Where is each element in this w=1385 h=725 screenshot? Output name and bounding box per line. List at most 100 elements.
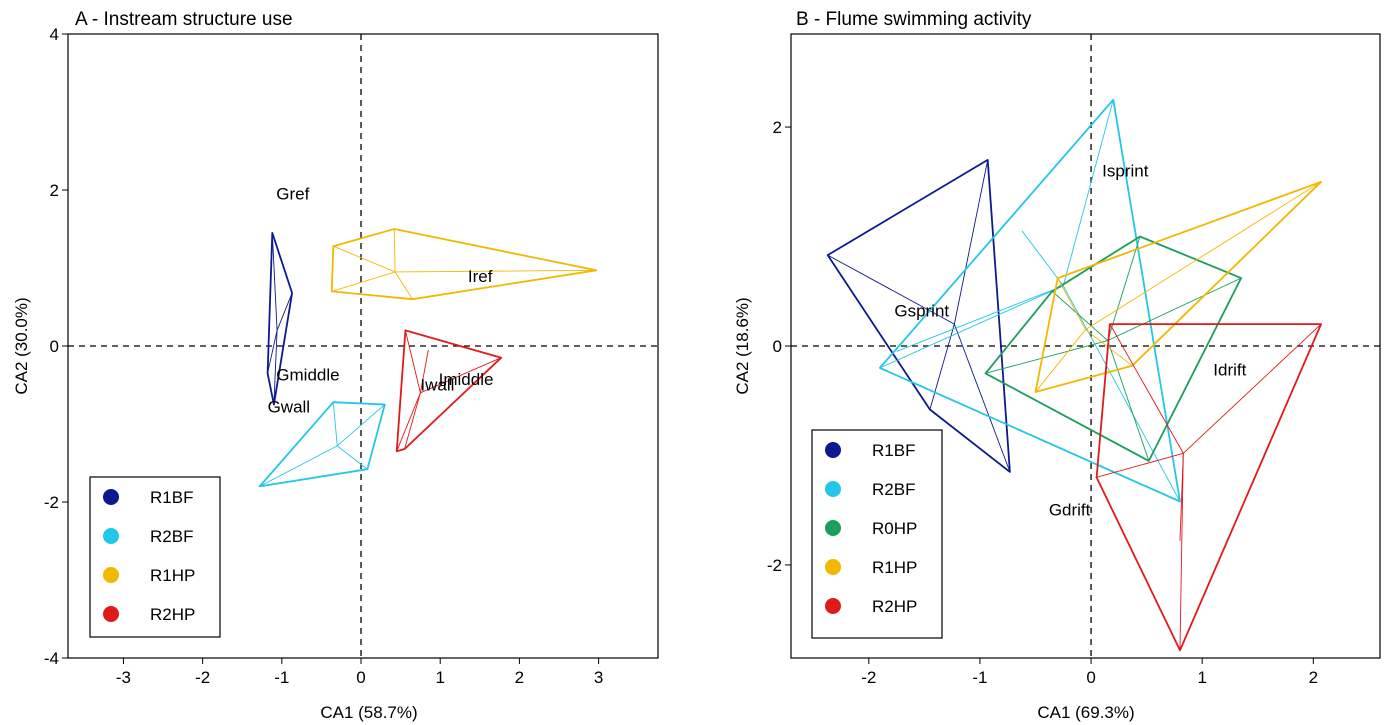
category-label-isprint: Isprint [1102,161,1149,180]
spoke-line-r2hp [1096,452,1184,478]
x-tick-label-a: -2 [195,668,210,687]
x-tick-label-b: 0 [1086,668,1095,687]
legend-marker-r1bf [103,489,119,505]
legend-marker-r2hp [103,606,119,622]
y-tick-label-a: 0 [50,337,59,356]
y-tick-label-a: 4 [50,25,59,44]
spoke-line-r1hp [393,228,396,272]
spoke-line-r1bf [953,323,1011,473]
spoke-line-r2hp [1182,323,1322,454]
spoke-line-r2hp [404,330,421,393]
hull-polygon-r2bf [258,401,386,488]
legend-marker-r0hp [825,520,841,536]
legend-label-r1bf: R1BF [150,488,193,507]
spoke-line-r0hp [1107,340,1150,462]
spoke-line-r2hp [419,349,429,393]
x-tick-label-b: 1 [1197,668,1206,687]
hull-polygon-r1bf [826,158,1011,473]
legend-marker-r1bf [825,442,841,458]
x-tick-label-b: -1 [972,668,987,687]
legend-marker-r1hp [825,559,841,575]
spoke-line-r1bf [267,330,278,374]
x-tick-label-b: -2 [861,668,876,687]
legend-label-r1hp: R1HP [150,566,195,585]
spoke-line-r1bf [827,254,955,325]
y-tick-label-b: -2 [767,556,782,575]
legend-marker-r1hp [103,567,119,583]
spoke-line-r2hp [1179,453,1184,541]
legend-marker-r2bf [825,481,841,497]
spoke-line-r1hp [394,271,413,300]
spoke-line-r1hp [1085,329,1133,367]
legend-label-r2hp: R2HP [150,605,195,624]
hull-polygon-r1bf [266,231,294,406]
spoke-line-r0hp [1051,290,1109,341]
category-label-imiddle: Imiddle [439,370,494,389]
spoke-line-r2bf [332,402,338,446]
y-tick-label-a: -2 [44,493,59,512]
y-axis-label-b: CA2 (18.6%) [733,297,752,394]
y-tick-label-a: -4 [44,649,59,668]
category-label-gwall: Gwall [268,397,311,416]
legend-marker-r2bf [103,528,119,544]
y-tick-label-a: 2 [50,181,59,200]
x-axis-label-b: CA1 (69.3%) [1037,703,1134,722]
spoke-line-r1bf [953,159,989,325]
hull-polygon-r1hp [1034,180,1322,393]
category-label-gmiddle: Gmiddle [276,365,339,384]
spoke-line-r1bf [276,292,293,331]
legend-label-r0hp: R0HP [872,519,917,538]
spoke-line-r2hp [404,392,421,450]
spoke-line-r2bf [879,285,1064,369]
spoke-line-r0hp [1107,277,1242,341]
spoke-line-r2bf [1062,285,1181,502]
x-axis-label-a: CA1 (58.7%) [320,703,417,722]
spoke-line-r2bf [336,404,386,447]
chart-title-a: A - Instream structure use [75,9,293,30]
spoke-line-r2bf [1062,99,1114,286]
spoke-line-r2hp [396,392,421,452]
x-tick-label-b: 2 [1309,668,1318,687]
legend-label-r2bf: R2BF [150,527,193,546]
legend-label-r2bf: R2BF [872,480,915,499]
hull-polygon-r2hp [395,329,503,453]
spoke-line-r2bf [1021,230,1064,287]
hull-polygon-r2hp [1095,323,1322,652]
spoke-line-r1hp [333,245,396,273]
spoke-line-r2hp [420,357,502,394]
y-tick-label-b: 2 [773,118,782,137]
x-tick-label-a: 3 [594,668,603,687]
x-tick-label-a: -1 [274,668,289,687]
spoke-line-r1hp [331,271,396,292]
legend-marker-r2hp [825,598,841,614]
y-tick-label-b: 0 [773,337,782,356]
legend-label-r1hp: R1HP [872,558,917,577]
chart-panel-a: A - Instream structure use CA1 (58.7%) C… [12,9,659,722]
spoke-line-r1hp [1057,277,1086,330]
hull-polygon-r0hp [984,235,1242,462]
chart-panel-b: B - Flume swimming activity CA1 (69.3%) … [733,9,1381,722]
spoke-line-r1hp [1035,329,1086,393]
category-label-iwall: Iwall [420,375,454,394]
y-axis-label-a: CA2 (30.0%) [12,297,31,394]
spoke-line-r1hp [1085,181,1322,330]
category-label-gsprint: Gsprint [894,301,949,320]
spoke-line-r0hp [1107,236,1141,341]
spoke-line-r2bf [336,445,368,470]
spoke-line-r2bf [259,445,338,487]
category-label-gref: Gref [276,184,309,203]
legend-label-r1bf: R1BF [872,441,915,460]
spoke-line-r2hp [1179,453,1184,651]
chart-title-b: B - Flume swimming activity [796,9,1032,30]
x-tick-label-a: 2 [515,668,524,687]
x-tick-label-a: -3 [116,668,131,687]
category-label-gdrift: Gdrift [1049,501,1091,520]
spoke-line-r2hp [1109,323,1184,454]
hull-polygon-r1hp [330,228,598,301]
legend-label-r2hp: R2HP [872,597,917,616]
spoke-line-r2bf [896,285,1064,352]
category-label-iref: Iref [468,267,493,286]
hull-polygon-r2bf [879,98,1181,503]
spoke-line-r0hp [985,340,1108,374]
